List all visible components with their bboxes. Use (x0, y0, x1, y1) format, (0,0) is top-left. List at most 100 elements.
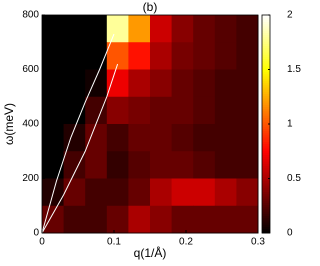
colorbar-segment (262, 139, 270, 142)
heat-cell (171, 205, 194, 234)
colorbar-segment (262, 180, 270, 184)
colorbar-segment (262, 156, 270, 160)
heat-cell (128, 205, 151, 234)
colorbar-segment (262, 178, 270, 182)
heat-cell (128, 151, 151, 179)
y-tick-label: 0 (33, 228, 39, 239)
heat-cell (171, 42, 194, 70)
colorbar-segment (262, 189, 270, 193)
colorbar-segment (262, 23, 270, 27)
heat-cell (236, 69, 259, 98)
colorbar-segment (262, 76, 270, 79)
heat-cell (236, 205, 259, 234)
heat-cell (214, 178, 237, 207)
x-axis-label: q(1/Å) (134, 245, 167, 260)
colorbar-segment (262, 217, 270, 221)
chart: (b) q(1/Å) ω(meV) 0 0.5 1 1.5 2 0 200 400 600 800… (2, 0, 301, 260)
colorbar-segment (262, 169, 270, 173)
heat-cell (85, 69, 108, 98)
colorbar-segment (262, 113, 270, 116)
colorbar-segment (262, 15, 270, 18)
heat-cell (150, 124, 173, 152)
heat-cell (128, 124, 151, 152)
dispersion-line (41, 33, 115, 234)
heat-cell (128, 69, 151, 98)
x-tick-label: 0.2 (179, 237, 193, 248)
heat-cell (128, 178, 151, 207)
colorbar-segment (262, 67, 270, 70)
heat-cell (171, 151, 194, 179)
colorbar-segment (262, 47, 270, 51)
colorbar-segment (262, 80, 270, 84)
colorbar-segment (262, 110, 270, 114)
heat-cell (42, 124, 65, 152)
colorbar-segment (262, 119, 270, 123)
colorbar-segment (262, 89, 270, 92)
colorbar-segment (262, 206, 270, 210)
heat-cell (193, 151, 216, 179)
x-tick-label: 0.3 (251, 237, 265, 248)
colorbar-segment (262, 213, 270, 217)
colorbar-segment (262, 78, 270, 81)
colorbar-segment (262, 150, 270, 153)
colorbar-segment (262, 165, 270, 169)
colorbar-segment (262, 147, 270, 151)
colorbar-segment (262, 161, 270, 164)
colorbar-segment (262, 143, 270, 147)
colorbar-segment (262, 130, 270, 134)
heat-cell (236, 15, 259, 43)
heat-cell (214, 15, 237, 43)
y-tick-label: 600 (22, 64, 39, 75)
heat-cell (63, 178, 86, 207)
colorbar-segment (262, 36, 270, 40)
colorbar-segment (262, 108, 270, 112)
heat-cell (193, 205, 216, 234)
colorbar-segment (262, 163, 270, 166)
colorbar-segment (262, 65, 270, 68)
heat-cell (150, 15, 173, 43)
heat-cell (214, 124, 237, 152)
colorbar-segment (262, 106, 270, 110)
heat-cell (214, 42, 237, 70)
colorbar-segment (262, 209, 270, 212)
colorbar-segment (262, 117, 270, 121)
heat-cell (193, 96, 216, 125)
colorbar-tick-label: 1 (287, 119, 293, 130)
colorbar-segment (262, 21, 270, 25)
colorbar-segment (262, 91, 270, 94)
heat-cell (214, 205, 237, 234)
heat-cell (85, 124, 108, 152)
colorbar-segment (262, 43, 270, 47)
heat-cell (106, 96, 129, 125)
colorbar-segment (262, 100, 270, 103)
colorbar-segment (262, 82, 270, 86)
heat-cell (106, 69, 129, 98)
colorbar-segment (262, 34, 270, 38)
heat-cell (171, 178, 194, 207)
heat-cell (85, 15, 108, 43)
colorbar-segment (262, 193, 270, 197)
heat-cell (106, 42, 129, 70)
heat-cell (106, 151, 129, 179)
colorbar-segment (262, 102, 270, 105)
y-tick-label: 800 (22, 10, 39, 21)
heat-cell (106, 15, 129, 43)
heat-cell (42, 96, 65, 125)
heat-cell (63, 124, 86, 152)
heat-cell (171, 96, 194, 125)
colorbar-segment (262, 126, 270, 129)
heat-cell (85, 96, 108, 125)
dispersion-line (41, 63, 119, 234)
y-tick-label: 200 (22, 173, 39, 184)
heat-cell (150, 205, 173, 234)
x-tick-label: 0 (39, 237, 45, 248)
colorbar-segment (262, 134, 270, 138)
y-tick-label: 400 (22, 119, 39, 130)
heat-cell (128, 15, 151, 43)
heat-cell (85, 42, 108, 70)
colorbar-segment (262, 158, 270, 162)
colorbar-segment (262, 167, 270, 171)
heat-cell (171, 15, 194, 43)
colorbar-segment (262, 93, 270, 97)
y-axis-label: ω(meV) (2, 103, 16, 145)
